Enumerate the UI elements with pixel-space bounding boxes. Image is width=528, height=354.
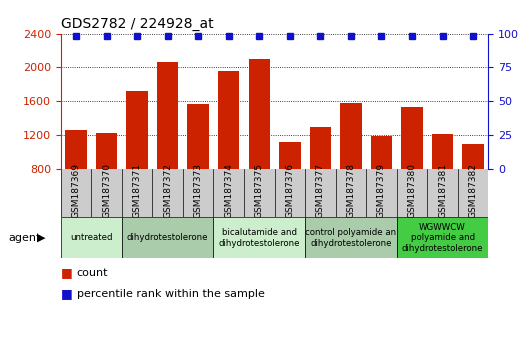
Text: bicalutamide and
dihydrotestolerone: bicalutamide and dihydrotestolerone xyxy=(219,228,300,247)
Text: ■: ■ xyxy=(61,287,72,300)
Bar xyxy=(213,217,305,258)
Bar xyxy=(371,136,392,169)
Bar xyxy=(310,127,331,169)
Text: GDS2782 / 224928_at: GDS2782 / 224928_at xyxy=(61,17,213,31)
Bar xyxy=(187,104,209,169)
Text: count: count xyxy=(77,268,108,278)
Bar xyxy=(340,103,362,169)
Bar xyxy=(65,131,87,169)
Text: percentile rank within the sample: percentile rank within the sample xyxy=(77,289,265,299)
Bar xyxy=(279,142,300,169)
Bar xyxy=(463,144,484,169)
Text: dihydrotestolerone: dihydrotestolerone xyxy=(127,233,209,242)
Bar xyxy=(96,133,117,169)
Bar xyxy=(61,217,122,258)
Bar xyxy=(401,107,423,169)
Bar xyxy=(157,62,178,169)
Text: ■: ■ xyxy=(61,266,72,279)
Bar xyxy=(126,91,148,169)
Bar xyxy=(397,217,488,258)
Text: control polyamide an
dihydrotestolerone: control polyamide an dihydrotestolerone xyxy=(305,228,397,247)
Text: ▶: ▶ xyxy=(37,233,45,243)
Bar xyxy=(249,59,270,169)
Text: agent: agent xyxy=(8,233,40,243)
Bar xyxy=(218,71,239,169)
Bar xyxy=(432,134,453,169)
Bar xyxy=(122,217,213,258)
Text: WGWWCW
polyamide and
dihydrotestolerone: WGWWCW polyamide and dihydrotestolerone xyxy=(402,223,483,253)
Bar xyxy=(305,217,397,258)
Text: untreated: untreated xyxy=(70,233,112,242)
